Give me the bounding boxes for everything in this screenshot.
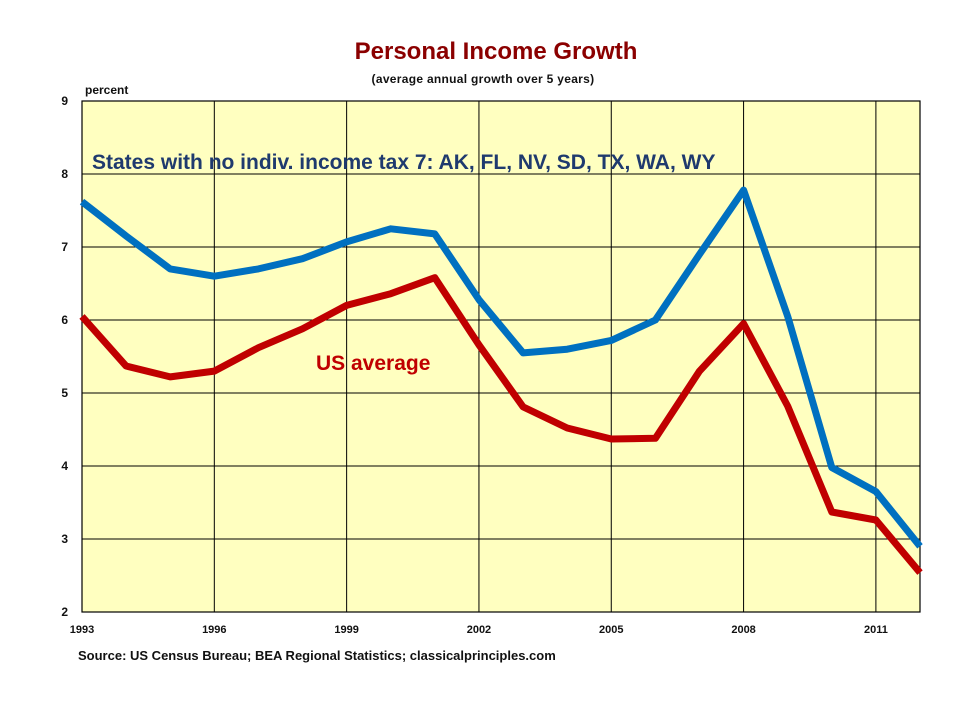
x-tick-label-1996: 1996 [202,624,226,636]
chart-subtitle: (average annual growth over 5 years) [371,72,595,86]
y-tick-label-2: 2 [61,605,68,619]
plot-frame [81,100,921,613]
y-tick-label-3: 3 [61,532,68,546]
series-label-no-income-tax-states: States with no indiv. income tax 7: AK, … [92,151,715,174]
y-axis-unit-label: percent [85,83,128,97]
series-line-us-average [79,274,923,575]
y-tick-label-7: 7 [61,240,68,254]
series-line-no-income-tax-states [79,186,923,549]
y-tick-label-4: 4 [61,459,68,473]
y-tick-label-6: 6 [61,313,68,327]
series-label-us-average: US average [316,352,430,375]
y-tick-label-9: 9 [61,94,68,108]
x-tick-label-2008: 2008 [731,624,755,636]
x-tick-label-1993: 1993 [70,624,94,636]
y-tick-label-8: 8 [61,167,68,181]
x-tick-label-1999: 1999 [334,624,358,636]
x-tick-label-2011: 2011 [864,624,888,636]
y-tick-label-5: 5 [61,386,68,400]
x-tick-label-2002: 2002 [467,624,491,636]
source-note: Source: US Census Bureau; BEA Regional S… [78,648,556,663]
chart-title: Personal Income Growth [354,38,638,65]
plot-area [82,101,920,612]
x-tick-label-2005: 2005 [599,624,623,636]
